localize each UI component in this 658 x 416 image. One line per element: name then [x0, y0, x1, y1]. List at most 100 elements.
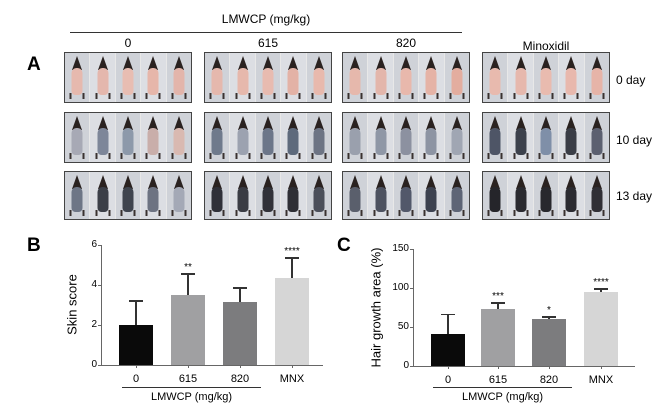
category-label: 820 [539, 374, 559, 386]
mouse-photo [508, 113, 534, 162]
y-tick-label: 0 [403, 360, 409, 371]
mouse-photo [483, 172, 509, 219]
x-axis-group-label: LMWCP (mg/kg) [461, 391, 544, 403]
mouse-photo [343, 53, 369, 102]
y-tick [410, 288, 413, 289]
panel-c-letter: C [337, 235, 351, 256]
x-tick [549, 366, 550, 369]
category-label: 615 [178, 373, 198, 385]
y-tick-label: 50 [397, 321, 409, 332]
error-bar [548, 316, 550, 320]
group-header: LMWCP (mg/kg) [221, 12, 311, 26]
mouse-photo [281, 172, 307, 219]
y-axis [413, 249, 414, 366]
bar-mnx [584, 291, 618, 366]
mouse-photo [90, 172, 116, 219]
mouse-photo [419, 113, 445, 162]
y-tick-label: 6 [91, 239, 97, 250]
y-axis [101, 245, 102, 365]
mouse-photo [230, 53, 256, 102]
y-tick [410, 249, 413, 250]
y-tick-label: 150 [392, 243, 409, 254]
error-bar [600, 288, 602, 292]
x-axis-group-label: LMWCP (mg/kg) [150, 391, 233, 403]
error-bar-cap [233, 287, 247, 289]
group-header-line [70, 32, 462, 33]
mouse-photo [141, 53, 167, 102]
y-tick [98, 245, 101, 246]
mouse-photo [343, 172, 369, 219]
mouse-photo [419, 53, 445, 102]
group-underline [122, 387, 261, 388]
x-tick [498, 366, 499, 369]
error-bar [291, 257, 293, 278]
mouse-photo [281, 53, 307, 102]
mouse-photo-panel [64, 52, 192, 103]
mouse-photo [368, 172, 394, 219]
mouse-photo [141, 172, 167, 219]
error-bar-cap [594, 288, 608, 290]
row-label-13-day: 13 day [616, 189, 653, 203]
error-bar-cap [285, 257, 299, 259]
column-header-615: 615 [257, 36, 279, 50]
mouse-photo [230, 172, 256, 219]
mouse-photo [533, 113, 560, 162]
bar-615 [481, 309, 515, 366]
mouse-photo-panel [64, 171, 192, 220]
category-label: MNX [588, 374, 614, 386]
y-tick [98, 325, 101, 326]
mouse-photo [559, 53, 585, 102]
column-header-0: 0 [124, 36, 132, 50]
mouse-photo [368, 53, 394, 102]
bar-615 [171, 295, 205, 365]
y-tick [98, 365, 101, 366]
mouse-photo [115, 53, 142, 102]
error-bar-cap [441, 313, 455, 316]
significance-marker: **** [593, 277, 609, 288]
mouse-photo [205, 53, 231, 102]
x-tick [292, 365, 293, 368]
mouse-photo [65, 53, 91, 102]
bar-0 [431, 334, 465, 366]
y-tick [98, 285, 101, 286]
mouse-photo [419, 172, 445, 219]
mouse-photo [306, 113, 331, 162]
error-bar-cap [542, 316, 556, 318]
mouse-photo [306, 172, 331, 219]
row-label-0-day: 0 day [616, 73, 646, 87]
mouse-photo [533, 172, 560, 219]
y-tick [410, 366, 413, 367]
error-bar-cap [129, 300, 143, 302]
mouse-photo [559, 172, 585, 219]
mouse-photo [483, 113, 509, 162]
mouse-photo-panel [482, 171, 610, 220]
y-tick-label: 4 [91, 279, 97, 290]
mouse-photo [255, 172, 282, 219]
mouse-photo [166, 53, 191, 102]
x-axis [413, 366, 635, 367]
mouse-photo [393, 53, 420, 102]
mouse-photo [90, 113, 116, 162]
panel-a-letter: A [27, 54, 41, 75]
mouse-photo [559, 113, 585, 162]
mouse-photo-panel [204, 52, 332, 103]
error-bar-cap [491, 302, 505, 304]
category-label: 0 [444, 374, 452, 386]
x-tick [448, 366, 449, 369]
mouse-photo [166, 113, 191, 162]
column-header-minoxidil: Minoxidil [522, 39, 570, 53]
mouse-photo [90, 53, 116, 102]
mouse-photo [166, 172, 191, 219]
mouse-photo [65, 172, 91, 219]
error-bar-cap [181, 273, 195, 275]
error-bar [497, 302, 499, 310]
mouse-photo [65, 113, 91, 162]
mouse-photo [508, 53, 534, 102]
mouse-photo [115, 113, 142, 162]
bar-mnx [275, 278, 309, 365]
mouse-photo [368, 113, 394, 162]
mouse-photo [584, 53, 609, 102]
mouse-photo [343, 113, 369, 162]
mouse-photo-panel [342, 112, 470, 163]
bar-820 [532, 319, 566, 366]
